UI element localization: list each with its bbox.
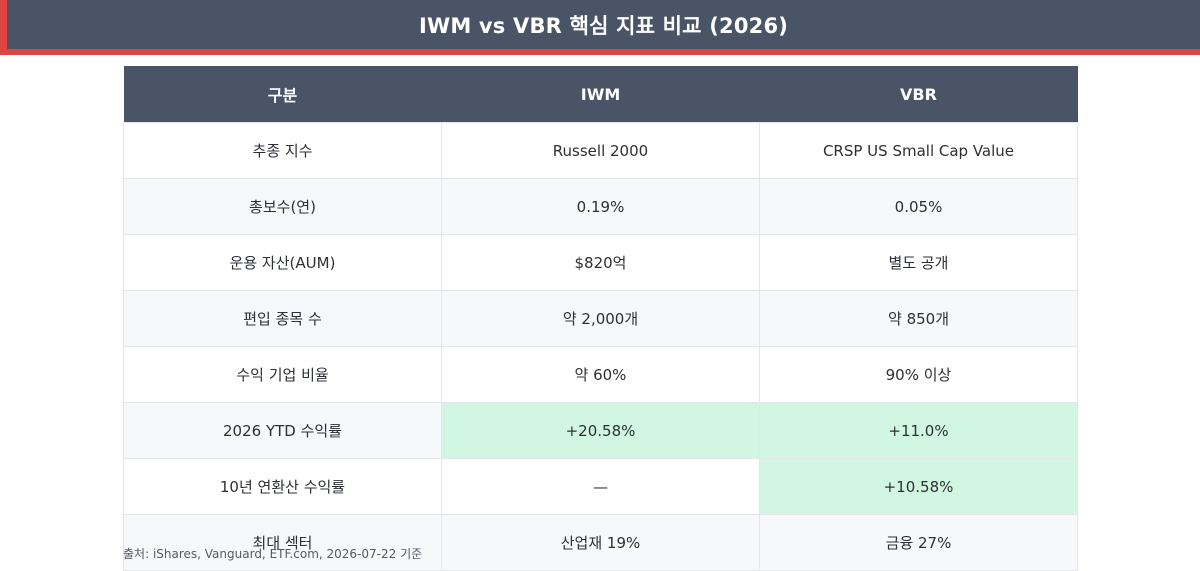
vbr-cell: 약 850개 — [759, 290, 1078, 347]
iwm-cell: — — [441, 458, 760, 515]
iwm-cell: 약 60% — [441, 346, 760, 403]
row-label: 2026 YTD 수익률 — [123, 402, 442, 459]
row-label: 총보수(연) — [123, 178, 442, 235]
table-row: 편입 종목 수 약 2,000개 약 850개 — [123, 290, 1078, 347]
table-row: 2026 YTD 수익률 +20.58% +11.0% — [123, 402, 1078, 459]
row-label: 추종 지수 — [123, 122, 442, 179]
column-header-category: 구분 — [123, 66, 442, 123]
vbr-cell: 0.05% — [759, 178, 1078, 235]
column-header-vbr: VBR — [759, 66, 1078, 123]
table-row: 총보수(연) 0.19% 0.05% — [123, 178, 1078, 235]
row-label: 최대 섹터 — [123, 514, 442, 571]
row-label: 10년 연환산 수익률 — [123, 458, 442, 515]
vbr-cell: 90% 이상 — [759, 346, 1078, 403]
iwm-cell: 산업재 19% — [441, 514, 760, 571]
vbr-cell-highlighted: +10.58% — [759, 458, 1078, 515]
vbr-cell: 별도 공개 — [759, 234, 1078, 291]
comparison-table: 구분 IWM VBR 추종 지수 Russell 2000 CRSP US Sm… — [123, 66, 1078, 571]
iwm-cell: 0.19% — [441, 178, 760, 235]
column-header-iwm: IWM — [441, 66, 760, 123]
row-label: 운용 자산(AUM) — [123, 234, 442, 291]
table-row: 최대 섹터 산업재 19% 금융 27% — [123, 514, 1078, 571]
table-header-row: 구분 IWM VBR — [123, 66, 1078, 123]
title-bar: IWM vs VBR 핵심 지표 비교 (2026) — [0, 0, 1200, 55]
table-row: 운용 자산(AUM) $820억 별도 공개 — [123, 234, 1078, 291]
iwm-cell-highlighted: +20.58% — [441, 402, 760, 459]
vbr-cell: 금융 27% — [759, 514, 1078, 571]
page-title: IWM vs VBR 핵심 지표 비교 (2026) — [418, 13, 789, 38]
iwm-cell: $820억 — [441, 234, 760, 291]
table-row: 10년 연환산 수익률 — +10.58% — [123, 458, 1078, 515]
iwm-cell: 약 2,000개 — [441, 290, 760, 347]
row-label: 수익 기업 비율 — [123, 346, 442, 403]
vbr-cell-highlighted: +11.0% — [759, 402, 1078, 459]
source-note: 출처: iShares, Vanguard, ETF.com, 2026-07-… — [123, 547, 423, 561]
title-bar-inner: IWM vs VBR 핵심 지표 비교 (2026) — [7, 0, 1200, 49]
vbr-cell: CRSP US Small Cap Value — [759, 122, 1078, 179]
comparison-table-wrapper: 구분 IWM VBR 추종 지수 Russell 2000 CRSP US Sm… — [123, 66, 1078, 571]
table-row: 수익 기업 비율 약 60% 90% 이상 — [123, 346, 1078, 403]
table-row: 추종 지수 Russell 2000 CRSP US Small Cap Val… — [123, 122, 1078, 179]
row-label: 편입 종목 수 — [123, 290, 442, 347]
iwm-cell: Russell 2000 — [441, 122, 760, 179]
